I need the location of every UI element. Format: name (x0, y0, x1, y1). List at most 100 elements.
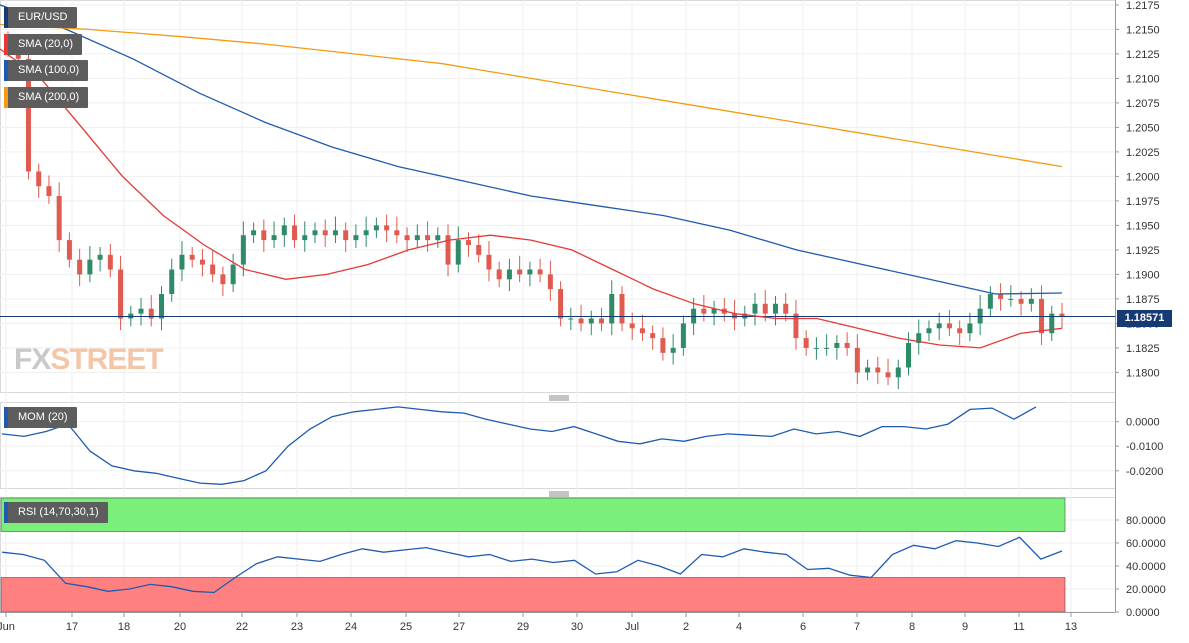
candle-body (772, 303, 778, 314)
candle-body (558, 289, 564, 319)
candle-body (547, 274, 553, 290)
x-tick-label: 13 (1065, 621, 1077, 633)
candle-body (353, 235, 359, 241)
price-y-tick-label: 1.2100 (1126, 73, 1160, 85)
x-tick-label: 22 (236, 621, 248, 633)
candle-body (680, 323, 686, 348)
candle-body (486, 254, 492, 270)
sma-line-200 (0, 23, 1063, 168)
rsi-label: RSI (14,70,30,1) (18, 506, 99, 518)
x-tick-label: 4 (736, 621, 742, 633)
sma200-tag[interactable]: SMA (200,0) (4, 87, 89, 108)
x-tick-label: 11 (1013, 621, 1024, 633)
x-tick-label: 27 (453, 621, 465, 633)
candle-body (854, 347, 860, 373)
momentum-swatch (4, 407, 8, 428)
x-tick-label: 30 (571, 621, 583, 633)
instrument-tag[interactable]: EUR/USD (4, 7, 77, 28)
candle-body (107, 254, 113, 270)
x-tick-label: 7 (854, 621, 860, 633)
candle-body (527, 269, 533, 275)
rsi-overbought-zone (0, 497, 1066, 532)
rsi-tag[interactable]: RSI (14,70,30,1) (4, 502, 108, 523)
candle-body (394, 230, 400, 236)
candle-body (865, 367, 871, 373)
candle-body (588, 318, 594, 324)
candle-body (271, 235, 277, 241)
candle-body (425, 235, 431, 241)
price-y-tick-label: 1.1800 (1126, 367, 1160, 379)
rsi-oversold-zone (0, 577, 1066, 613)
candle-body (465, 240, 471, 245)
sma-line-100 (0, 4, 1063, 295)
candle-body (210, 264, 216, 275)
candle-body (1028, 298, 1034, 304)
sma100-swatch (4, 60, 8, 81)
candle-body (568, 318, 574, 320)
x-tick-label: 8 (909, 621, 915, 633)
candle-body (118, 269, 124, 319)
sma200-swatch (4, 87, 8, 108)
x-tick-label: 29 (517, 621, 529, 633)
price-y-tick-label: 1.2000 (1126, 171, 1160, 183)
panel-frame-price (0, 0, 1116, 393)
x-tick-label: Jun (0, 621, 15, 633)
candle-body (517, 269, 523, 275)
candle-body (148, 308, 154, 319)
candle-body (312, 230, 318, 236)
candle-body (752, 303, 758, 314)
x-tick-label: 17 (66, 621, 78, 633)
candle-body (384, 225, 390, 231)
candle-body (629, 323, 635, 329)
candle-body (179, 254, 185, 270)
candle-body (36, 171, 42, 187)
candle-body (189, 254, 195, 260)
price-y-tick-label: 1.2150 (1126, 24, 1160, 36)
price-y-tick-label: 1.2125 (1126, 49, 1160, 61)
candle-body (670, 347, 676, 353)
candle-body (906, 343, 912, 368)
candle-body (476, 245, 482, 255)
candle-body (895, 367, 901, 378)
candle-body (946, 323, 952, 329)
candle-body (414, 235, 420, 241)
candle-body (639, 328, 645, 334)
candle-body (578, 318, 584, 324)
candle-body (56, 196, 62, 241)
momentum-tag[interactable]: MOM (20) (4, 407, 77, 428)
last-price-badge: 1.18571 (1117, 310, 1172, 327)
candle-body (332, 230, 338, 236)
x-tick-label: 25 (400, 621, 412, 633)
instrument-swatch (4, 7, 8, 28)
candle-body (660, 338, 666, 353)
candle-body (506, 269, 512, 280)
candle-body (373, 225, 379, 231)
candle-body (957, 328, 963, 334)
candle-body (813, 347, 819, 349)
candle-body (261, 230, 267, 241)
instrument-label: EUR/USD (18, 11, 68, 23)
candle-body (650, 333, 656, 339)
candle-body (138, 308, 144, 314)
candle-body (199, 259, 205, 265)
sma100-tag[interactable]: SMA (100,0) (4, 60, 89, 81)
rsi-y-tick-label: 80.0000 (1126, 515, 1166, 527)
rsi-y-tick-label: 40.0000 (1126, 561, 1166, 573)
sma20-swatch (4, 34, 8, 55)
price-y-tick-label: 1.2050 (1126, 122, 1160, 134)
price-y-tick-label: 1.1925 (1126, 245, 1160, 257)
candle-body (834, 343, 840, 348)
sma20-label: SMA (20,0) (18, 38, 74, 50)
price-y-tick-label: 1.1825 (1126, 343, 1160, 355)
candle-body (87, 259, 93, 275)
candle-body (916, 333, 922, 343)
candle-body (1018, 298, 1024, 304)
x-tick-label: 9 (962, 621, 968, 633)
candle-body (1059, 313, 1065, 317)
candle-body (711, 308, 717, 314)
candle-body (435, 235, 441, 241)
candle-body (302, 235, 308, 241)
sma20-tag[interactable]: SMA (20,0) (4, 34, 83, 55)
